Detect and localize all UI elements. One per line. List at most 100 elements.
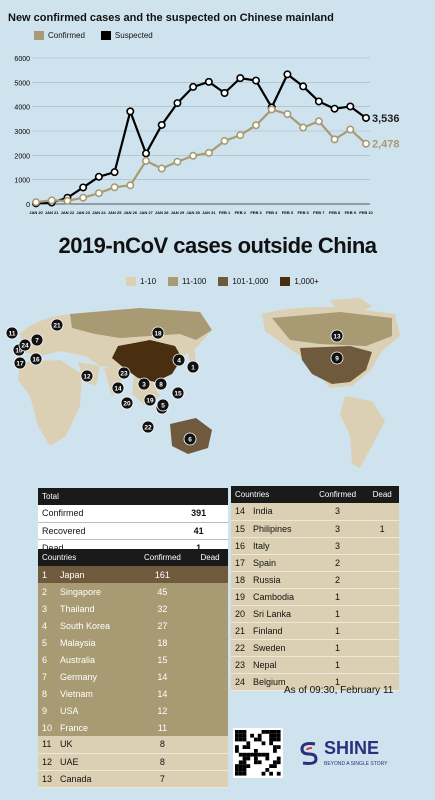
- table-row: 22 Sweden 1: [231, 639, 399, 657]
- row-confirmed: 1: [309, 673, 366, 691]
- qr-module: [242, 764, 247, 768]
- table-row: 15 Philipines 3 1: [231, 520, 399, 538]
- row-confirmed: 1: [309, 588, 366, 606]
- row-number: 13: [38, 770, 57, 788]
- y-tick-label: 2000: [14, 153, 30, 160]
- row-country: Canada: [56, 770, 133, 788]
- row-number: 7: [38, 668, 57, 685]
- row-confirmed: 1: [309, 622, 366, 640]
- summary-label: Confirmed: [38, 505, 170, 523]
- row-number: 23: [231, 656, 250, 674]
- row-confirmed: 1: [309, 639, 366, 657]
- row-country: Singapore: [56, 583, 133, 600]
- row-country: Russia: [249, 571, 310, 589]
- row-country: UK: [56, 736, 133, 754]
- qr-module: [235, 730, 239, 734]
- qr-module: [242, 745, 247, 749]
- map-legend-swatch: [218, 277, 229, 286]
- table-row: 17 Spain 2: [231, 554, 399, 572]
- qr-module: [273, 730, 277, 734]
- map-marker: [151, 326, 165, 340]
- x-tick-label: FEB 4: [266, 210, 278, 215]
- data-point-suspected: [361, 113, 370, 122]
- row-number: 8: [38, 685, 57, 702]
- map-marker: [18, 338, 32, 352]
- col-header-countries: Countries: [38, 549, 133, 566]
- map-marker-label: 19: [146, 398, 154, 405]
- map-marker: [117, 366, 131, 380]
- col-header-confirmed: Confirmed: [132, 549, 193, 566]
- map-marker: [330, 351, 344, 365]
- shine-logo-icon: [300, 741, 318, 765]
- map-marker: [171, 386, 185, 400]
- y-tick-label: 0: [26, 202, 30, 209]
- data-point-suspected: [236, 74, 245, 83]
- row-dead: [365, 571, 399, 589]
- x-tick-label: JAN 22: [61, 210, 75, 215]
- summary-table: Total Confirmed 391 Recovered 41 Dead 1: [38, 488, 228, 557]
- summary-row: Recovered 41: [38, 522, 228, 540]
- qr-module: [250, 752, 254, 757]
- qr-module: [269, 730, 273, 734]
- row-dead: [365, 639, 399, 657]
- map-legend-label: 1,000+: [294, 277, 320, 286]
- map-marker: [80, 369, 94, 383]
- legend-item-suspected: Suspected: [100, 31, 153, 40]
- map-marker: [30, 333, 44, 347]
- x-tick-label: FEB 1: [219, 210, 231, 215]
- data-point-confirmed: [94, 189, 103, 198]
- land-usa: [300, 346, 372, 384]
- qr-module: [254, 752, 258, 757]
- data-point-suspected: [142, 149, 151, 158]
- end-label-suspected: 3,536: [372, 113, 400, 125]
- map-title: 2019-nCoV cases outside China: [58, 233, 377, 258]
- qr-code-icon[interactable]: [233, 728, 283, 778]
- row-dead: [192, 736, 228, 754]
- qr-module: [269, 733, 273, 738]
- row-number: 9: [38, 702, 57, 719]
- row-dead: 1: [365, 520, 399, 538]
- qr-module: [238, 771, 243, 776]
- table-row: 4 South Korea 27: [38, 617, 228, 634]
- row-number: 3: [38, 600, 57, 617]
- series-line-suspected: [35, 72, 367, 205]
- qr-module: [276, 760, 281, 765]
- row-confirmed: 32: [132, 600, 193, 617]
- legend-label-confirmed: Confirmed: [48, 31, 85, 40]
- map-legend-item: 1-10: [126, 277, 156, 286]
- x-tick-label: JAN 23: [76, 210, 90, 215]
- brand-tagline: BEYOND A SINGLE STORY: [324, 761, 388, 767]
- data-point-suspected: [157, 120, 166, 129]
- qr-module: [235, 745, 239, 749]
- x-tick-label: FEB 7: [313, 210, 325, 215]
- qr-module: [235, 749, 239, 753]
- land-greenland: [330, 298, 372, 316]
- table-row: 13 Canada 7: [38, 770, 228, 788]
- qr-module: [261, 752, 266, 757]
- map-marker: [137, 377, 151, 391]
- table-row: 16 Italy 3: [231, 537, 399, 555]
- qr-module: [242, 730, 247, 734]
- row-confirmed: 14: [132, 685, 193, 702]
- qr-module: [246, 745, 251, 749]
- qr-module: [254, 756, 258, 761]
- x-tick-label: FEB 9: [345, 210, 357, 215]
- world-map: 123456789101112131415161718192021222324: [5, 298, 400, 468]
- col-header-dead: Dead: [365, 486, 399, 503]
- row-confirmed: 161: [132, 566, 193, 583]
- map-marker-label: 3: [142, 382, 146, 389]
- qr-module: [257, 752, 262, 757]
- summary-label: Recovered: [38, 522, 170, 540]
- row-country: Vietnam: [56, 685, 133, 702]
- map-marker-label: 14: [114, 386, 122, 393]
- row-confirmed: 14: [132, 668, 193, 685]
- map-marker: [183, 432, 197, 446]
- row-confirmed: 11: [132, 719, 193, 736]
- qr-module: [242, 733, 247, 738]
- qr-module: [254, 760, 258, 765]
- row-number: 1: [38, 566, 57, 583]
- map-marker-label: 18: [154, 331, 162, 338]
- qr-module: [257, 733, 262, 738]
- qr-module: [242, 756, 247, 761]
